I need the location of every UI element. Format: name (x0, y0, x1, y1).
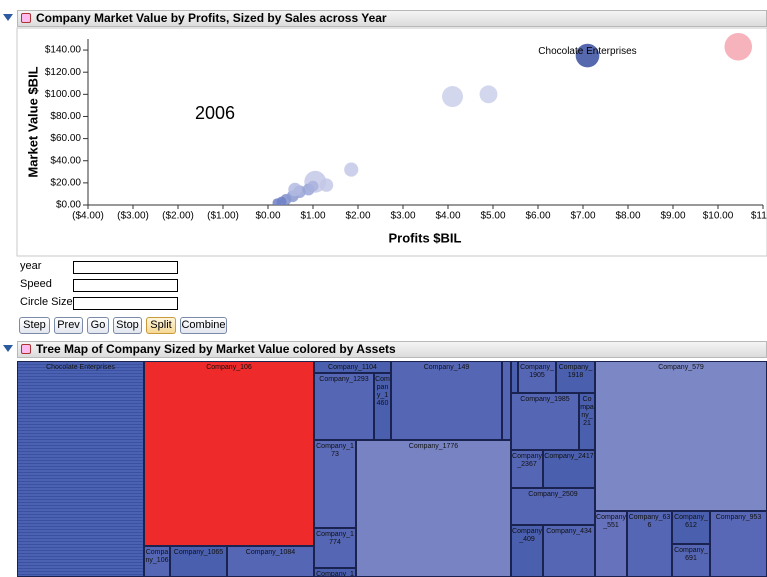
field-label: Circle Size (20, 296, 73, 308)
treemap-cell[interactable]: Company_636 (627, 511, 672, 577)
x-tick-label: $2.00 (345, 211, 370, 222)
treemap-cell[interactable]: Company_2367 (511, 450, 543, 488)
collapse-icon[interactable] (3, 14, 13, 21)
y-tick-label: $80.00 (50, 111, 81, 122)
button[interactable]: Go (87, 317, 109, 334)
panel-header[interactable]: Tree Map of Company Sized by Market Valu… (17, 341, 767, 358)
treemap-cell[interactable]: Company_2509 (511, 488, 595, 525)
collapse-icon[interactable] (3, 345, 13, 352)
treemap-cell[interactable]: Company_149 (391, 361, 502, 440)
y-tick-label: $20.00 (50, 178, 81, 189)
point-label: Chocolate Enterprises (538, 46, 636, 57)
text-field[interactable] (73, 261, 178, 274)
x-tick-label: ($1.00) (207, 211, 239, 222)
bubble (442, 86, 463, 108)
field-label: Speed (20, 278, 52, 290)
panel-header[interactable]: Company Market Value by Profits, Sized b… (17, 10, 767, 27)
button[interactable]: Combine (180, 317, 227, 334)
bubble (344, 162, 359, 177)
treemap-cell[interactable]: Company_409 (511, 525, 543, 577)
y-tick-label: $100.00 (45, 89, 82, 100)
treemap-cell[interactable]: Company_1774 (314, 528, 356, 568)
bubble (575, 43, 600, 68)
x-tick-label: $11.0 (751, 211, 767, 222)
field-label: year (20, 260, 42, 272)
button[interactable]: Prev (54, 317, 83, 334)
treemap-cell[interactable]: Company_953 (710, 511, 767, 577)
treemap-cell[interactable]: Company_1776 (356, 440, 511, 577)
bubble (307, 180, 319, 192)
treemap-cell[interactable]: Company_1985 (511, 393, 579, 450)
y-tick-label: $140.00 (45, 45, 82, 56)
button[interactable]: Step (19, 317, 50, 334)
text-field[interactable] (73, 297, 178, 310)
x-tick-label: $6.00 (525, 211, 550, 222)
bubble (319, 178, 334, 192)
bubble (288, 182, 302, 197)
treemap-cell[interactable]: Company_1293 (314, 373, 374, 440)
treemap-cell[interactable]: Company_1065 (170, 546, 227, 577)
y-tick-label: $120.00 (45, 67, 82, 78)
treemap-cell[interactable]: Company_551 (595, 511, 627, 577)
x-tick-label: $4.00 (435, 211, 460, 222)
bubble (272, 198, 282, 205)
treemap-cell[interactable]: Company_1905 (518, 361, 556, 393)
menu-icon[interactable] (21, 13, 31, 23)
bubble-chart: 2006 Profits $BIL Market Value $BIL $0.0… (16, 27, 767, 257)
treemap-cell[interactable]: Company_434 (543, 525, 595, 577)
treemap-cell[interactable]: Company_691 (672, 544, 710, 577)
y-tick-label: $60.00 (50, 133, 81, 144)
x-tick-label: $5.00 (480, 211, 505, 222)
menu-icon[interactable] (21, 344, 31, 354)
x-tick-label: $0.00 (255, 211, 280, 222)
treemap-cell[interactable]: Company_1460 (374, 373, 391, 440)
treemap-cell[interactable] (511, 361, 518, 393)
bubble (724, 32, 753, 61)
treemap-cell[interactable]: Company_173 (314, 440, 356, 528)
y-tick-label: $0.00 (56, 200, 81, 211)
button[interactable]: Split (146, 317, 176, 334)
chart-frame (16, 27, 767, 257)
treemap-cell[interactable]: Company_1084 (227, 546, 314, 577)
treemap-cell[interactable]: Company_1918 (556, 361, 595, 393)
x-tick-label: ($4.00) (72, 211, 104, 222)
x-tick-label: $3.00 (390, 211, 415, 222)
panel-title: Tree Map of Company Sized by Market Valu… (36, 342, 396, 356)
treemap-cell[interactable] (502, 361, 511, 440)
x-tick-label: $1.00 (300, 211, 325, 222)
x-tick-label: $9.00 (660, 211, 685, 222)
treemap-cell[interactable]: Company_1104 (314, 361, 391, 373)
panel-title: Company Market Value by Profits, Sized b… (36, 11, 387, 25)
treemap-cell[interactable]: Company_579 (595, 361, 767, 511)
treemap-cell[interactable]: Company_1 (314, 568, 356, 577)
x-axis-label: Profits $BIL (389, 230, 462, 245)
button[interactable]: Stop (113, 317, 142, 334)
x-tick-label: ($2.00) (162, 211, 194, 222)
y-axis-label: Market Value $BIL (25, 66, 40, 177)
treemap-cell[interactable]: Company_612 (672, 511, 710, 544)
x-tick-label: ($3.00) (117, 211, 149, 222)
x-tick-label: $7.00 (570, 211, 595, 222)
treemap-cell[interactable]: Company_2417 (543, 450, 595, 488)
text-field[interactable] (73, 279, 178, 292)
treemap-cell[interactable]: Company_106 (144, 361, 314, 546)
year-annotation: 2006 (195, 103, 235, 123)
bubble (479, 85, 498, 104)
treemap-cell[interactable]: Company_106 (144, 546, 170, 577)
y-tick-label: $40.00 (50, 155, 81, 166)
treemap-cell[interactable]: Chocolate Enterprises (17, 361, 144, 577)
x-tick-label: $8.00 (615, 211, 640, 222)
treemap-cell[interactable]: Company_21 (579, 393, 595, 450)
x-tick-label: $10.00 (703, 211, 734, 222)
